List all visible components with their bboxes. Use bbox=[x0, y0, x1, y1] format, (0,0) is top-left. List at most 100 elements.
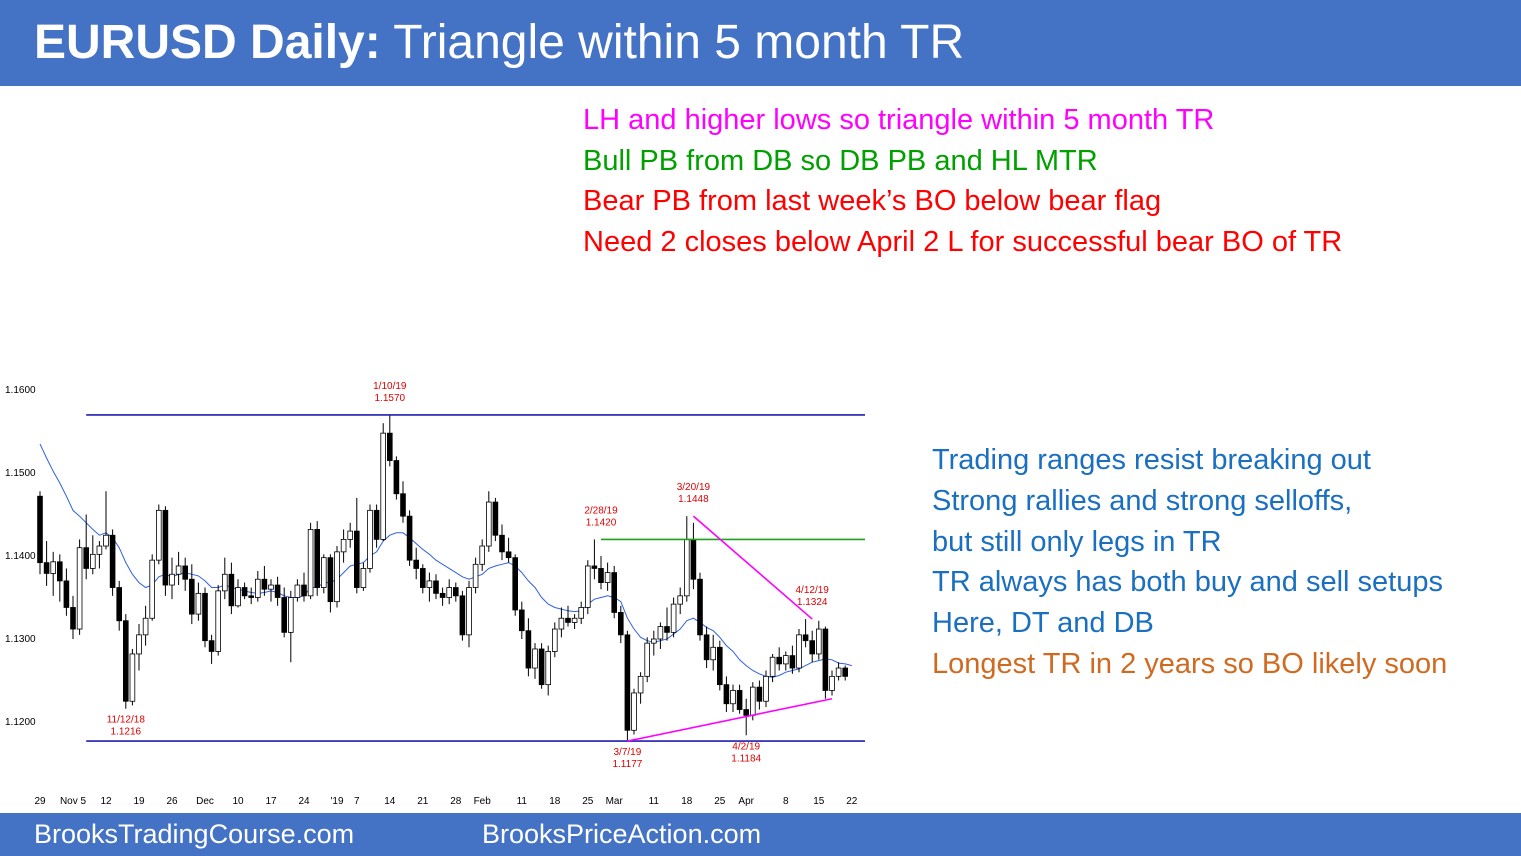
candle-body bbox=[103, 534, 109, 547]
candle-body bbox=[327, 557, 334, 603]
candle-body bbox=[723, 684, 730, 705]
annotation-price: 1.1177 bbox=[612, 759, 642, 770]
note-line: LH and higher lows so triangle within 5 … bbox=[583, 104, 1215, 136]
footer-bar: BrooksTradingCourse.com BrooksPriceActio… bbox=[0, 813, 1521, 856]
candle-body bbox=[320, 557, 327, 588]
candle-body bbox=[314, 529, 320, 588]
candle-body bbox=[155, 509, 162, 561]
candle-body bbox=[287, 597, 294, 633]
annotation-price: 1.1184 bbox=[731, 753, 761, 764]
candle-body bbox=[426, 580, 433, 588]
candle-body bbox=[281, 597, 287, 633]
candle-body bbox=[149, 559, 156, 619]
candle-body bbox=[235, 587, 241, 607]
annotation-date: 3/20/19 bbox=[677, 482, 711, 493]
x-tick-label: 12 bbox=[100, 796, 112, 807]
candle-body bbox=[353, 530, 360, 588]
candle-body bbox=[545, 651, 551, 686]
annotation-price: 1.1420 bbox=[586, 517, 617, 528]
candle-body bbox=[169, 573, 175, 586]
candle-body bbox=[664, 626, 670, 633]
candle-body bbox=[578, 607, 584, 619]
annotation-price: 1.1216 bbox=[111, 727, 142, 738]
note-line: Strong rallies and strong selloffs, bbox=[932, 484, 1353, 517]
candle-body bbox=[538, 648, 545, 686]
candle-body bbox=[829, 675, 835, 691]
candle-body bbox=[624, 634, 631, 731]
candle-body bbox=[446, 587, 452, 598]
candle-body bbox=[360, 568, 367, 588]
candle-body bbox=[611, 572, 617, 613]
candle-body bbox=[70, 607, 76, 630]
candle-body bbox=[261, 578, 268, 590]
candle-body bbox=[50, 561, 56, 574]
candle-body bbox=[552, 628, 558, 652]
x-tick-label: Feb bbox=[474, 796, 492, 807]
note-line: Need 2 closes below April 2 L for succes… bbox=[583, 225, 1343, 258]
annotation-date: 4/12/19 bbox=[796, 585, 830, 596]
candle-body bbox=[697, 578, 703, 636]
candle-body bbox=[571, 617, 578, 623]
candle-body bbox=[254, 578, 261, 598]
line-lh-trend bbox=[692, 515, 813, 620]
candle-body bbox=[406, 515, 413, 561]
candle-body bbox=[96, 545, 103, 555]
x-tick-label: 24 bbox=[298, 796, 310, 807]
annotation-date: 1/10/19 bbox=[373, 381, 407, 392]
candle-body bbox=[756, 686, 763, 702]
candle-body bbox=[472, 563, 479, 588]
candle-body bbox=[558, 617, 565, 630]
candle-body bbox=[466, 587, 472, 636]
candle-body bbox=[690, 538, 697, 580]
annotation-date: 2/28/19 bbox=[584, 505, 618, 516]
candle-body bbox=[452, 587, 459, 597]
annotation-date: 4/2/19 bbox=[732, 741, 760, 752]
candle-body bbox=[677, 595, 683, 605]
candle-body bbox=[367, 509, 373, 569]
note-line: Bull PB from DB so DB PB and HL MTR bbox=[583, 144, 1098, 177]
candle-body bbox=[248, 595, 255, 598]
y-tick-label: 1.1600 bbox=[5, 385, 36, 396]
candle-body bbox=[116, 587, 123, 622]
note-line: but still only legs in TR bbox=[932, 525, 1222, 558]
candle-body bbox=[750, 686, 756, 716]
x-tick-label: 8 bbox=[783, 796, 789, 807]
candle-body bbox=[340, 538, 347, 553]
candle-body bbox=[710, 646, 716, 661]
candle-body bbox=[816, 628, 822, 655]
candle-body bbox=[492, 501, 499, 536]
x-tick-label: 28 bbox=[450, 796, 462, 807]
annotation-price: 1.1570 bbox=[375, 393, 406, 404]
moving-average-line bbox=[39, 443, 852, 678]
candle-body bbox=[835, 667, 842, 677]
page-title: EURUSD Daily: Triangle within 5 month TR bbox=[34, 14, 964, 72]
title-bold: EURUSD Daily: bbox=[34, 16, 381, 69]
notes-top: LH and higher lows so triangle within 5 … bbox=[583, 100, 1342, 262]
candle-body bbox=[776, 656, 782, 665]
candle-body bbox=[83, 547, 90, 569]
candle-body bbox=[519, 609, 525, 632]
candle-body bbox=[618, 612, 624, 636]
candle-body bbox=[532, 648, 538, 669]
candle-body bbox=[162, 509, 169, 586]
candle-body bbox=[670, 603, 677, 633]
candle-body bbox=[512, 557, 518, 611]
candle-body bbox=[736, 690, 743, 710]
candle-body bbox=[525, 630, 532, 669]
candle-body bbox=[393, 460, 400, 495]
x-tick-label: 21 bbox=[417, 796, 429, 807]
x-tick-label: 18 bbox=[549, 796, 561, 807]
x-tick-label: 25 bbox=[582, 796, 594, 807]
candle-body bbox=[175, 565, 182, 575]
candle-body bbox=[195, 592, 202, 615]
footer-left-link[interactable]: BrooksTradingCourse.com bbox=[34, 819, 355, 849]
footer-right-link[interactable]: BrooksPriceAction.com bbox=[482, 819, 762, 849]
x-tick-label: Apr bbox=[738, 796, 754, 807]
annotation-date: 11/12/18 bbox=[107, 715, 146, 726]
candle-body bbox=[413, 559, 419, 569]
candle-body bbox=[419, 568, 426, 588]
candle-body bbox=[142, 617, 149, 636]
x-tick-label: 18 bbox=[681, 796, 693, 807]
x-tick-label: 26 bbox=[166, 796, 178, 807]
candle-body bbox=[373, 509, 380, 540]
